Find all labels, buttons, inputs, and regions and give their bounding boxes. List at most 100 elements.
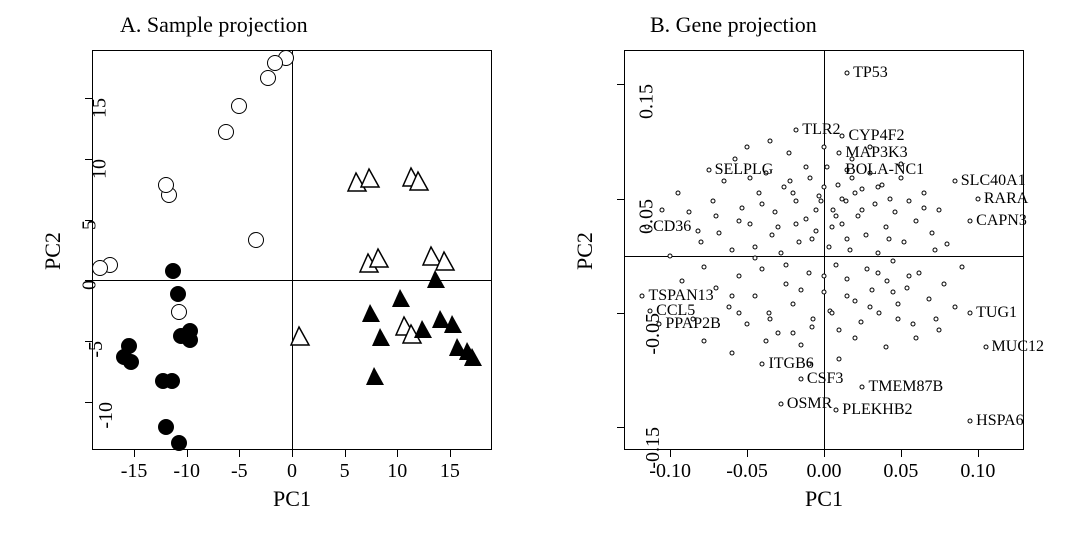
gene-point-labeled xyxy=(845,70,850,75)
gene-point xyxy=(717,230,722,235)
panelA-title: A. Sample projection xyxy=(120,12,308,38)
panelB-zero-hline xyxy=(624,256,1024,257)
gene-point xyxy=(702,339,707,344)
panelB-xtick xyxy=(824,450,825,457)
gene-label: CD36 xyxy=(653,218,691,236)
gene-point xyxy=(808,176,813,181)
sample-point-circle-open xyxy=(158,177,174,193)
gene-point xyxy=(745,322,750,327)
gene-point xyxy=(775,225,780,230)
panelA-ytick-label: -10 xyxy=(95,402,118,429)
sample-point-triangle-filled xyxy=(463,347,483,367)
gene-point xyxy=(778,251,783,256)
gene-point xyxy=(788,179,793,184)
panelB-xtick-label: 0.10 xyxy=(960,460,995,483)
gene-point xyxy=(875,251,880,256)
gene-point xyxy=(848,248,853,253)
gene-point xyxy=(937,328,942,333)
gene-point-labeled xyxy=(840,133,845,138)
panelA-xtick xyxy=(134,450,135,457)
gene-point xyxy=(668,253,673,258)
panelA-xlabel: PC1 xyxy=(273,486,311,512)
panelA-xtick xyxy=(397,450,398,457)
gene-point xyxy=(822,290,827,295)
sample-point-triangle-filled xyxy=(361,303,381,323)
gene-label: TUG1 xyxy=(976,304,1017,322)
gene-point xyxy=(877,310,882,315)
gene-point xyxy=(872,202,877,207)
gene-point xyxy=(737,219,742,224)
sample-point-circle-filled xyxy=(171,435,187,451)
panelA-xtick-label: -5 xyxy=(231,460,248,483)
gene-point-labeled xyxy=(968,419,973,424)
sample-point-circle-open xyxy=(267,55,283,71)
gene-point-labeled xyxy=(645,225,650,230)
panelA-xtick-label: 10 xyxy=(387,460,407,483)
sample-point-triangle-open xyxy=(360,168,380,188)
sample-point-triangle-filled xyxy=(371,327,391,347)
gene-point xyxy=(814,228,819,233)
panelA-xtick xyxy=(292,450,293,457)
sample-point-circle-open xyxy=(92,260,108,276)
gene-point xyxy=(834,213,839,218)
gene-point xyxy=(798,342,803,347)
gene-point xyxy=(803,217,808,222)
gene-point xyxy=(922,205,927,210)
gene-point-labeled xyxy=(975,196,980,201)
gene-point xyxy=(702,265,707,270)
gene-point xyxy=(686,210,691,215)
gene-point xyxy=(726,305,731,310)
gene-label: TP53 xyxy=(853,64,888,82)
gene-label: HSPA6 xyxy=(976,412,1023,430)
gene-label: OSMR xyxy=(787,395,832,413)
sample-point-triangle-filled xyxy=(365,366,385,386)
gene-label: MAP3K3 xyxy=(845,144,907,162)
gene-point xyxy=(752,256,757,261)
gene-point xyxy=(845,293,850,298)
gene-point xyxy=(952,305,957,310)
gene-point xyxy=(791,331,796,336)
gene-point xyxy=(914,219,919,224)
gene-point xyxy=(829,310,834,315)
gene-point-labeled xyxy=(968,219,973,224)
panelA-xtick-label: -10 xyxy=(173,460,200,483)
panelB-ytick xyxy=(617,199,624,200)
gene-point xyxy=(960,265,965,270)
gene-point xyxy=(942,282,947,287)
gene-point xyxy=(932,248,937,253)
gene-point xyxy=(831,208,836,213)
sample-point-circle-filled xyxy=(173,328,189,344)
gene-point xyxy=(729,248,734,253)
gene-point xyxy=(917,270,922,275)
gene-point xyxy=(863,233,868,238)
panelB-xtick xyxy=(901,450,902,457)
gene-point xyxy=(883,225,888,230)
gene-point xyxy=(891,259,896,264)
gene-point xyxy=(945,242,950,247)
gene-label: BOLA-NC1 xyxy=(845,161,924,179)
panelA-ytick-label: 5 xyxy=(79,220,102,230)
gene-point xyxy=(822,274,827,279)
gene-point-labeled xyxy=(860,385,865,390)
sample-point-triangle-filled xyxy=(426,269,446,289)
gene-label: CAPN3 xyxy=(976,212,1027,230)
panelB-zero-vline xyxy=(824,50,825,450)
gene-label: SLC40A1 xyxy=(961,172,1026,190)
gene-point xyxy=(737,310,742,315)
gene-point xyxy=(895,316,900,321)
gene-point xyxy=(858,320,863,325)
gene-point xyxy=(769,233,774,238)
gene-point xyxy=(695,228,700,233)
sample-point-triangle-open xyxy=(369,248,389,268)
sample-point-circle-filled xyxy=(123,354,139,370)
gene-point xyxy=(911,322,916,327)
gene-point xyxy=(826,244,831,249)
panelA-xtick xyxy=(450,450,451,457)
gene-label: TMEM87B xyxy=(868,378,943,396)
gene-point xyxy=(875,270,880,275)
panelB-ytick xyxy=(617,313,624,314)
gene-point xyxy=(680,278,685,283)
gene-point xyxy=(763,339,768,344)
panelA-xtick xyxy=(239,450,240,457)
gene-point-labeled xyxy=(706,168,711,173)
